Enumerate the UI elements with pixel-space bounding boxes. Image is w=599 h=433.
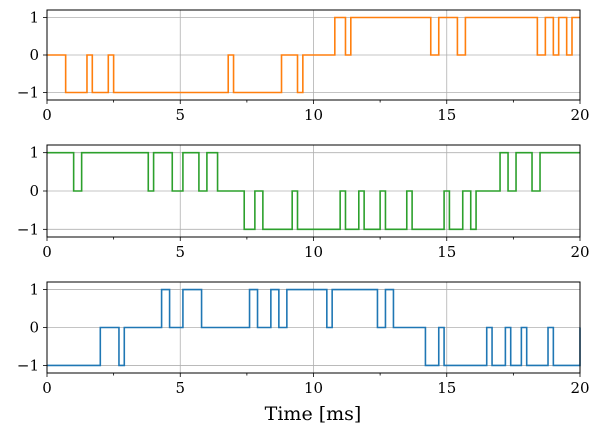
y-tick-label: 0	[29, 319, 39, 337]
x-axis-label: Time [ms]	[265, 403, 362, 425]
x-tick-label: 10	[304, 379, 323, 397]
x-tick-label: 10	[304, 243, 323, 261]
signal-line-2	[47, 151, 580, 231]
x-tick-label: 15	[437, 379, 456, 397]
y-tick-label: 1	[29, 281, 39, 299]
x-tick-label: 20	[570, 379, 589, 397]
y-tick-label: −1	[17, 220, 39, 238]
y-tick-label: 1	[29, 144, 39, 162]
signal-line-3	[47, 288, 581, 367]
y-tick-label: 0	[29, 46, 39, 64]
x-tick-label: 20	[570, 106, 589, 124]
signal-line-1	[47, 16, 580, 94]
y-tick-label: 0	[29, 182, 39, 200]
y-tick-label: −1	[17, 356, 39, 374]
x-tick-label: 15	[437, 106, 456, 124]
x-tick-label: 5	[175, 243, 185, 261]
x-tick-label: 0	[42, 106, 52, 124]
x-tick-label: 5	[175, 379, 185, 397]
x-tick-label: 10	[304, 106, 323, 124]
x-tick-label: 20	[570, 243, 589, 261]
y-tick-label: −1	[17, 84, 39, 102]
x-tick-label: 0	[42, 243, 52, 261]
x-tick-label: 5	[175, 106, 185, 124]
y-tick-label: 1	[29, 9, 39, 27]
x-tick-label: 0	[42, 379, 52, 397]
x-tick-label: 15	[437, 243, 456, 261]
